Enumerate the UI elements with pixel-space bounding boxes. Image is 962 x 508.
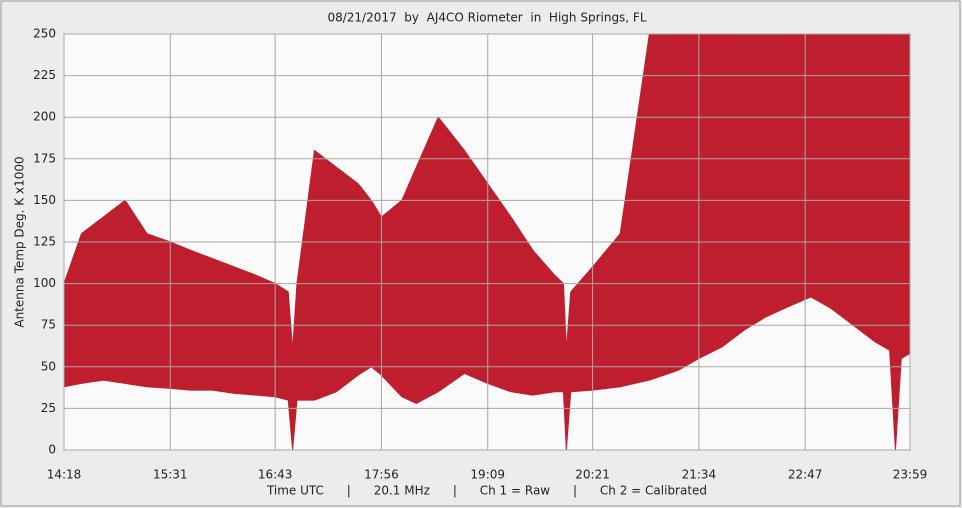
x-tick-label: 17:56 xyxy=(364,468,399,482)
y-tick-label: 125 xyxy=(33,235,56,249)
x-tick-label: 23:59 xyxy=(893,468,928,482)
y-tick-label: 75 xyxy=(41,318,56,332)
x-tick-label: 15:31 xyxy=(153,468,188,482)
x-axis-label: Time UTC | 20.1 MHz | Ch 1 = Raw | Ch 2 … xyxy=(266,484,707,498)
chart-title: 08/21/2017 by AJ4CO Riometer in High Spr… xyxy=(327,11,646,25)
x-tick-label: 21:34 xyxy=(682,468,717,482)
y-tick-label: 25 xyxy=(41,401,56,415)
y-tick-label: 50 xyxy=(41,359,56,373)
x-tick-label: 16:43 xyxy=(258,468,293,482)
y-tick-label: 225 xyxy=(33,68,56,82)
y-axis-label: Antenna Temp Deg. K x1000 xyxy=(13,156,27,327)
y-tick-label: 100 xyxy=(33,276,56,290)
y-tick-label: 200 xyxy=(33,110,56,124)
x-tick-label: 19:09 xyxy=(470,468,505,482)
y-tick-label: 0 xyxy=(48,443,56,457)
y-tick-label: 150 xyxy=(33,193,56,207)
y-tick-label: 175 xyxy=(33,151,56,165)
y-tick-label: 250 xyxy=(33,27,56,41)
x-tick-label: 20:21 xyxy=(575,468,610,482)
x-tick-label: 22:47 xyxy=(788,468,823,482)
x-tick-label: 14:18 xyxy=(47,468,82,482)
